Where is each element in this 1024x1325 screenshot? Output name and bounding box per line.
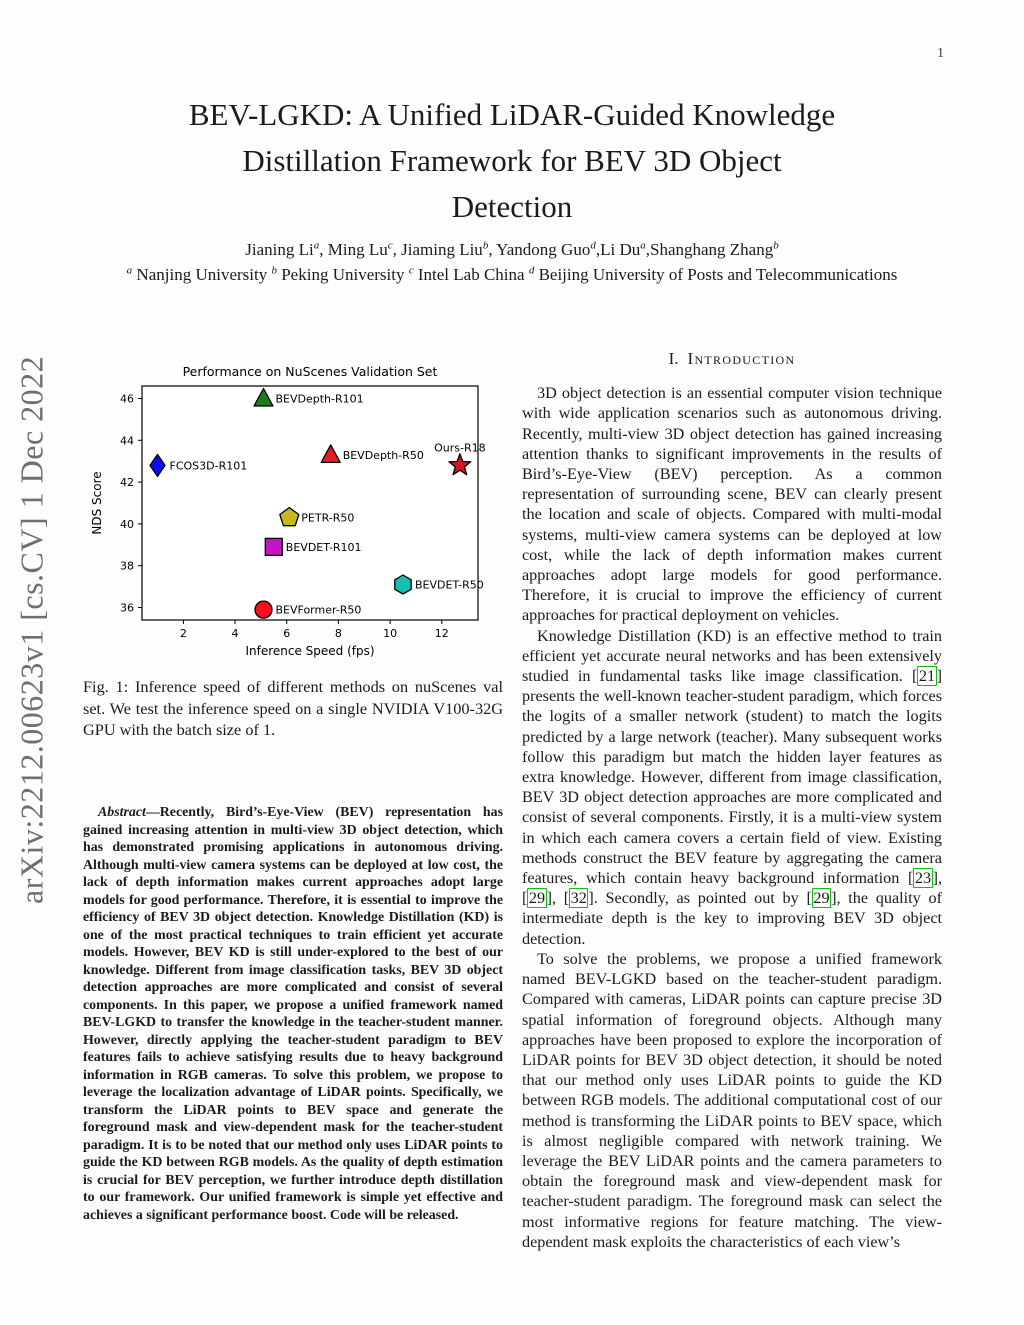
svg-text:BEVDepth-R50: BEVDepth-R50: [343, 449, 424, 462]
author-affil-sup: b: [773, 239, 779, 252]
svg-text:FCOS3D-R101: FCOS3D-R101: [170, 459, 248, 472]
paper-title: BEV-LGKD: A Unified LiDAR-Guided Knowled…: [60, 92, 964, 230]
author-list: Jianing Lia, Ming Luc, Jiaming Liub, Yan…: [245, 239, 779, 259]
author-affil-sup: c: [387, 239, 393, 252]
svg-text:36: 36: [120, 602, 134, 615]
intro-paragraph-3: To solve the problems, we propose a unif…: [522, 949, 942, 1251]
citation-link[interactable]: 32: [569, 888, 589, 909]
svg-text:46: 46: [120, 393, 134, 406]
author-affil-sup: d: [590, 239, 596, 252]
svg-text:6: 6: [283, 627, 290, 640]
title-line-3: Detection: [451, 189, 573, 224]
affil-sup: a: [126, 264, 133, 277]
svg-text:44: 44: [120, 434, 134, 447]
svg-text:8: 8: [335, 627, 342, 640]
svg-text:12: 12: [435, 627, 449, 640]
svg-text:BEVDET-R101: BEVDET-R101: [286, 541, 362, 554]
abstract-text: —Recently, Bird’s-Eye-View (BEV) represe…: [83, 805, 503, 1223]
affiliation-list: a Nanjing University b Peking University…: [126, 264, 898, 284]
intro-paragraph-2: Knowledge Distillation (KD) is an effect…: [522, 626, 943, 948]
svg-text:Ours-R18: Ours-R18: [434, 441, 486, 454]
svg-text:42: 42: [120, 476, 134, 489]
abstract: Abstract—Recently, Bird’s-Eye-View (BEV)…: [83, 804, 503, 1224]
citation-link[interactable]: 29: [527, 888, 547, 909]
title-line-2: Distillation Framework for BEV 3D Object: [242, 143, 782, 178]
author-affil-sup: a: [640, 239, 646, 252]
section-number: I.: [668, 349, 679, 368]
affil-sup: c: [408, 264, 414, 277]
svg-text:10: 10: [383, 627, 397, 640]
author-affil-sup: b: [482, 239, 489, 252]
figure-1: Performance on NuScenes Validation Set 2 4…: [85, 362, 497, 662]
svg-text:BEVDepth-R101: BEVDepth-R101: [276, 393, 364, 406]
figure-caption: Fig. 1: Inference speed of different met…: [83, 677, 503, 739]
svg-text:Performance on NuScenes Valida: Performance on NuScenes Validation Set: [183, 364, 438, 379]
section-title: Introduction: [687, 349, 796, 368]
affil-sup: d: [528, 264, 535, 277]
svg-text:Inference Speed (fps): Inference Speed (fps): [245, 644, 374, 658]
title-line-1: BEV-LGKD: A Unified LiDAR-Guided Knowled…: [188, 97, 836, 132]
abstract-label: Abstract: [98, 805, 146, 820]
svg-text:38: 38: [120, 560, 134, 573]
svg-text:4: 4: [232, 627, 239, 640]
svg-text:NDS Score: NDS Score: [90, 471, 104, 534]
citation-link[interactable]: 29: [811, 888, 832, 909]
svg-text:BEVFormer-R50: BEVFormer-R50: [276, 604, 362, 617]
citation-link[interactable]: 23: [913, 868, 933, 889]
svg-text:40: 40: [120, 518, 134, 531]
arxiv-watermark: arXiv:2212.00623v1 [cs.CV] 1 Dec 2022: [13, 355, 50, 905]
introduction-section: I. Introduction 3D object detection is an…: [522, 349, 942, 1252]
page-number: 1: [937, 46, 944, 61]
affil-sup: b: [271, 264, 277, 277]
author-affil-sup: a: [313, 239, 320, 252]
section-heading: I. Introduction: [522, 349, 942, 369]
intro-paragraph-1: 3D object detection is an essential comp…: [522, 384, 942, 625]
citation-link[interactable]: 21: [917, 666, 937, 687]
nuscenes-scatter-chart: Performance on NuScenes Validation Set 2 4…: [90, 364, 486, 658]
svg-text:PETR-R50: PETR-R50: [301, 512, 354, 525]
svg-text:BEVDET-R50: BEVDET-R50: [415, 579, 484, 592]
svg-text:2: 2: [180, 627, 187, 640]
